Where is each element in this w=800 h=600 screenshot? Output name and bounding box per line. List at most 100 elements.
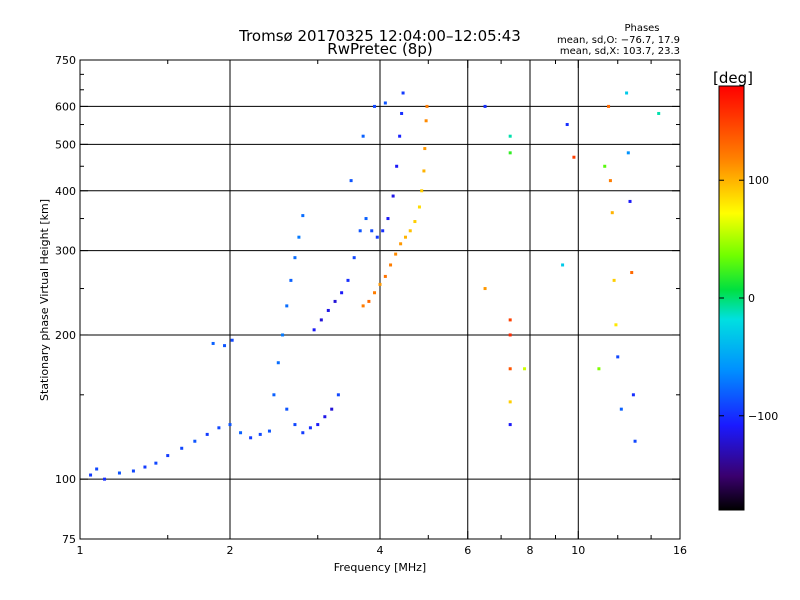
data-point xyxy=(631,393,635,397)
data-point xyxy=(217,426,221,430)
data-point xyxy=(633,439,637,443)
grid xyxy=(80,60,680,539)
data-point xyxy=(607,104,611,108)
y-axis-label: Stationary phase Virtual Height [km] xyxy=(38,199,51,401)
data-point xyxy=(389,263,393,267)
data-point xyxy=(258,432,262,436)
data-point xyxy=(608,179,612,183)
data-point xyxy=(340,291,344,295)
data-point xyxy=(223,344,227,348)
data-point xyxy=(352,256,356,260)
data-point xyxy=(612,278,616,282)
data-point xyxy=(367,299,371,303)
data-point xyxy=(395,164,399,168)
data-point xyxy=(508,318,512,322)
data-point xyxy=(336,393,340,397)
data-point xyxy=(361,134,365,138)
data-point xyxy=(403,235,407,239)
data-point xyxy=(424,119,428,123)
data-point xyxy=(272,393,276,397)
y-tick-label: 75 xyxy=(62,533,76,546)
y-tick-label: 600 xyxy=(55,100,76,113)
colorbar-tick-label: −100 xyxy=(748,410,778,423)
data-point xyxy=(193,439,197,443)
data-point xyxy=(565,123,569,127)
y-axis: 75 100 200 300 400 500 600 750 xyxy=(55,54,680,546)
x-tick-label: 6 xyxy=(464,544,471,557)
colorbar-ticks: 100 0 −100 xyxy=(719,174,778,423)
data-point xyxy=(572,155,576,159)
data-point xyxy=(166,454,170,458)
data-point xyxy=(398,134,402,138)
data-point xyxy=(326,308,330,312)
data-point xyxy=(408,229,412,233)
data-point xyxy=(228,423,232,427)
data-point xyxy=(205,432,209,436)
y-tick-label: 500 xyxy=(55,138,76,151)
data-point xyxy=(301,214,305,218)
data-point xyxy=(425,104,429,108)
colorbar-label: [deg] xyxy=(713,69,753,87)
data-point xyxy=(131,469,135,473)
data-point xyxy=(394,252,398,256)
data-point xyxy=(619,407,623,411)
data-point xyxy=(308,426,312,430)
data-point xyxy=(323,415,327,419)
data-point xyxy=(483,104,487,108)
y-tick-label: 400 xyxy=(55,185,76,198)
y-tick-label: 750 xyxy=(55,54,76,67)
phase-legend-title: Phases xyxy=(624,23,659,34)
data-point xyxy=(422,169,426,173)
data-point xyxy=(285,304,289,308)
data-point xyxy=(383,274,387,278)
data-point xyxy=(400,111,404,115)
data-point xyxy=(413,220,417,224)
data-point xyxy=(370,229,374,233)
data-point xyxy=(420,189,424,193)
data-point xyxy=(180,446,184,450)
data-point xyxy=(391,194,395,198)
data-point xyxy=(143,465,147,469)
data-point xyxy=(386,217,390,221)
data-point xyxy=(319,318,323,322)
y-tick-label: 300 xyxy=(55,245,76,258)
phase-legend-x-stats: mean, sd,X: 103.7, 23.3 xyxy=(560,46,680,57)
data-point xyxy=(399,242,403,246)
y-tick-label: 200 xyxy=(55,329,76,342)
data-point xyxy=(381,229,385,233)
data-point xyxy=(373,104,377,108)
x-tick-label: 8 xyxy=(527,544,534,557)
data-point xyxy=(373,291,377,295)
x-axis-label: Frequency [MHz] xyxy=(334,561,426,574)
data-point xyxy=(423,147,427,151)
data-points xyxy=(89,91,661,481)
data-point xyxy=(375,235,379,239)
data-point xyxy=(508,151,512,155)
data-point xyxy=(330,407,334,411)
data-point xyxy=(614,323,618,327)
data-point xyxy=(349,179,353,183)
data-point xyxy=(378,282,382,286)
data-point xyxy=(561,263,565,267)
data-point xyxy=(89,473,93,477)
data-point xyxy=(401,91,405,95)
x-tick-label: 10 xyxy=(571,544,585,557)
data-point xyxy=(616,355,620,359)
data-point xyxy=(625,91,629,95)
data-point xyxy=(603,164,607,168)
data-point xyxy=(483,287,487,291)
data-point xyxy=(417,205,421,209)
data-point xyxy=(230,338,234,342)
data-point xyxy=(293,256,297,260)
y-tick-label: 100 xyxy=(55,473,76,486)
phase-legend-o-stats: mean, sd,O: −76.7, 17.9 xyxy=(557,35,680,46)
data-point xyxy=(276,361,280,365)
x-tick-label: 16 xyxy=(673,544,687,557)
data-point xyxy=(523,367,527,371)
data-point xyxy=(95,467,99,471)
chart-subtitle: RwPretec (8p) xyxy=(327,40,432,58)
data-point xyxy=(285,407,289,411)
colorbar-tick-label: 100 xyxy=(748,174,769,187)
data-point xyxy=(346,278,350,282)
